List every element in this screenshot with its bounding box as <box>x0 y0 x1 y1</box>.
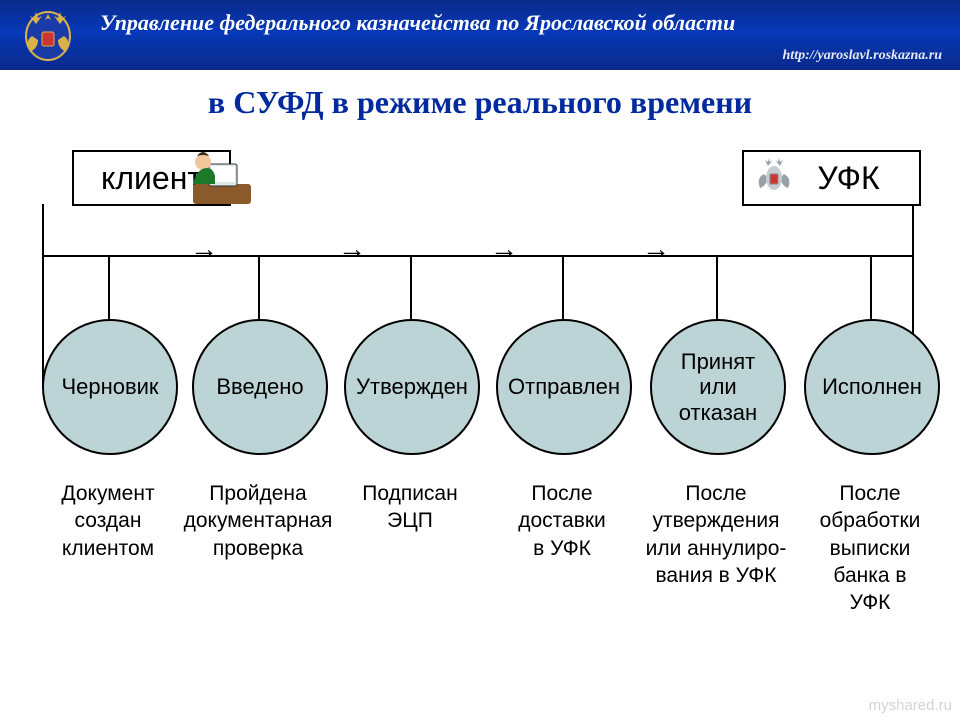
state-desc-0: Документ создан клиентом <box>38 480 178 562</box>
org-url: http://yaroslavl.roskazna.ru <box>783 48 942 64</box>
flow-arrow-3: → <box>642 233 666 265</box>
state-desc-5: После обработки выписки банка в УФК <box>800 480 940 616</box>
state-circle-1: Введено <box>192 319 328 455</box>
state-circle-0: Черновик <box>42 319 178 455</box>
header-banner: Управление федерального казначейства по … <box>0 0 960 70</box>
client-person-icon <box>187 144 257 215</box>
watermark: myshared.ru <box>869 697 952 714</box>
actor-ufk-label: УФК <box>817 160 879 197</box>
page-title: в СУФД в режиме реального времени <box>0 84 960 121</box>
state-desc-4: После утверждения или аннулиро- вания в … <box>636 480 796 589</box>
state-desc-3: После доставки в УФК <box>497 480 627 562</box>
state-drop-line-0 <box>108 255 110 319</box>
federal-emblem-icon <box>12 6 84 69</box>
flow-arrow-2: → <box>490 233 514 265</box>
actor-ufk-box: УФК <box>742 150 921 206</box>
flow-arrow-0: → <box>190 233 214 265</box>
ufk-emblem-icon <box>752 156 796 208</box>
state-drop-line-1 <box>258 255 260 319</box>
state-desc-2: Подписан ЭЦП <box>345 480 475 535</box>
state-desc-1: Пройдена документарная проверка <box>173 480 343 562</box>
flow-rail-line <box>42 255 912 257</box>
state-circle-3: Отправлен <box>496 319 632 455</box>
state-circle-5: Исполнен <box>804 319 940 455</box>
state-drop-line-2 <box>410 255 412 319</box>
state-drop-line-3 <box>562 255 564 319</box>
flow-arrow-1: → <box>338 233 362 265</box>
state-drop-line-5 <box>870 255 872 319</box>
state-drop-line-4 <box>716 255 718 319</box>
state-circle-4: Принят или отказан <box>650 319 786 455</box>
org-title: Управление федерального казначейства по … <box>100 10 735 36</box>
state-circle-2: Утвержден <box>344 319 480 455</box>
client-vertical-line <box>42 204 44 387</box>
